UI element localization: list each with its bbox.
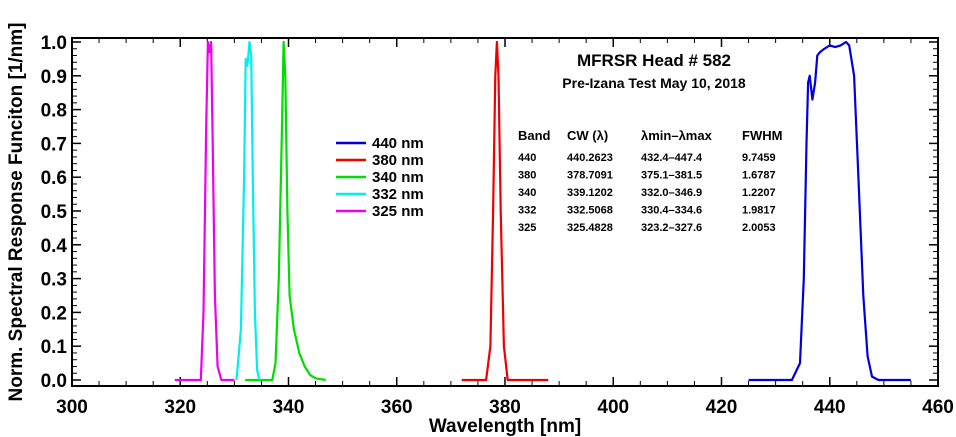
x-tick-label: 340: [273, 397, 305, 418]
x-tick-label: 400: [597, 397, 629, 418]
table-header: FWHM: [742, 128, 782, 143]
y-tick-label: 0.2: [41, 303, 67, 324]
table-header: λmin–λmax: [641, 128, 713, 143]
x-tick-label: 420: [706, 397, 738, 418]
y-tick-label: 1.0: [41, 33, 67, 54]
y-tick-label: 0.1: [41, 337, 68, 358]
y-tick-label: 0.5: [41, 202, 68, 223]
y-axis-ticks: 0.0 0.1 0.2 0.3 0.4 0.5 0.6 0.7 0.8 0.9 1.0: [41, 33, 938, 392]
table-cell: 332.0–346.9: [641, 187, 702, 199]
table-cell: 1.6787: [742, 170, 776, 182]
legend-label: 340 nm: [372, 169, 424, 186]
series-layer: [174, 40, 911, 382]
table-cell: 332.5068: [567, 205, 613, 217]
legend-label: 380 nm: [372, 152, 424, 169]
x-tick-label: 360: [381, 397, 413, 418]
x-tick-label: 460: [922, 397, 954, 418]
table-cell: 330.4–334.6: [641, 205, 702, 217]
table-cell: 9.7459: [742, 152, 776, 164]
table-cell: 1.9817: [742, 205, 776, 217]
table-cell: 375.1–381.5: [641, 170, 702, 182]
band-info-table: Band CW (λ) λmin–λmax FWHM 440 440.2623 432.4–…: [518, 128, 782, 234]
table-cell: 1.2207: [742, 187, 776, 199]
legend-label: 332 nm: [372, 186, 424, 203]
table-header: CW (λ): [567, 128, 608, 143]
chart-title: MFRSR Head # 582: [577, 51, 731, 70]
y-tick-label: 0.7: [41, 134, 67, 155]
table-cell: 440.2623: [567, 152, 613, 164]
y-axis-label: Norm. Spectral Response Funciton [1/nm]: [6, 23, 27, 402]
series-line-325-nm: [174, 40, 235, 382]
y-tick-label: 0.3: [41, 270, 67, 291]
series-line-380-nm: [461, 40, 549, 382]
table-cell: 339.1202: [567, 187, 613, 199]
table-cell: 380: [518, 170, 536, 182]
y-tick-label: 0.0: [41, 371, 67, 392]
legend-label: 325 nm: [372, 203, 424, 220]
x-axis-ticks: 300 320 340 360 380 400 420 440 460: [56, 38, 954, 418]
x-tick-label: 320: [164, 397, 196, 418]
table-cell: 325: [518, 222, 536, 234]
x-tick-label: 440: [814, 397, 846, 418]
x-axis-label: Wavelength [nm]: [429, 416, 581, 437]
table-cell: 325.4828: [567, 222, 613, 234]
x-tick-label: 380: [489, 397, 521, 418]
table-cell: 340: [518, 187, 536, 199]
series-line-340-nm: [245, 40, 326, 382]
table-header: Band: [518, 128, 551, 143]
y-tick-label: 0.8: [41, 101, 67, 122]
legend-label: 440 nm: [372, 135, 424, 152]
y-tick-label: 0.9: [41, 67, 67, 88]
series-line-332-nm: [235, 40, 261, 381]
table-cell: 378.7091: [567, 170, 613, 182]
table-cell: 2.0053: [742, 222, 776, 234]
table-cell: 432.4–447.4: [641, 152, 703, 164]
chart-subtitle: Pre-Izana Test May 10, 2018: [562, 75, 746, 91]
series-line-440-nm: [748, 40, 911, 382]
table-cell: 332: [518, 205, 536, 217]
table-cell: 323.2–327.6: [641, 222, 702, 234]
table-cell: 440: [518, 152, 536, 164]
y-tick-label: 0.4: [41, 236, 68, 257]
x-tick-label: 300: [56, 397, 88, 418]
y-tick-label: 0.6: [41, 168, 67, 189]
